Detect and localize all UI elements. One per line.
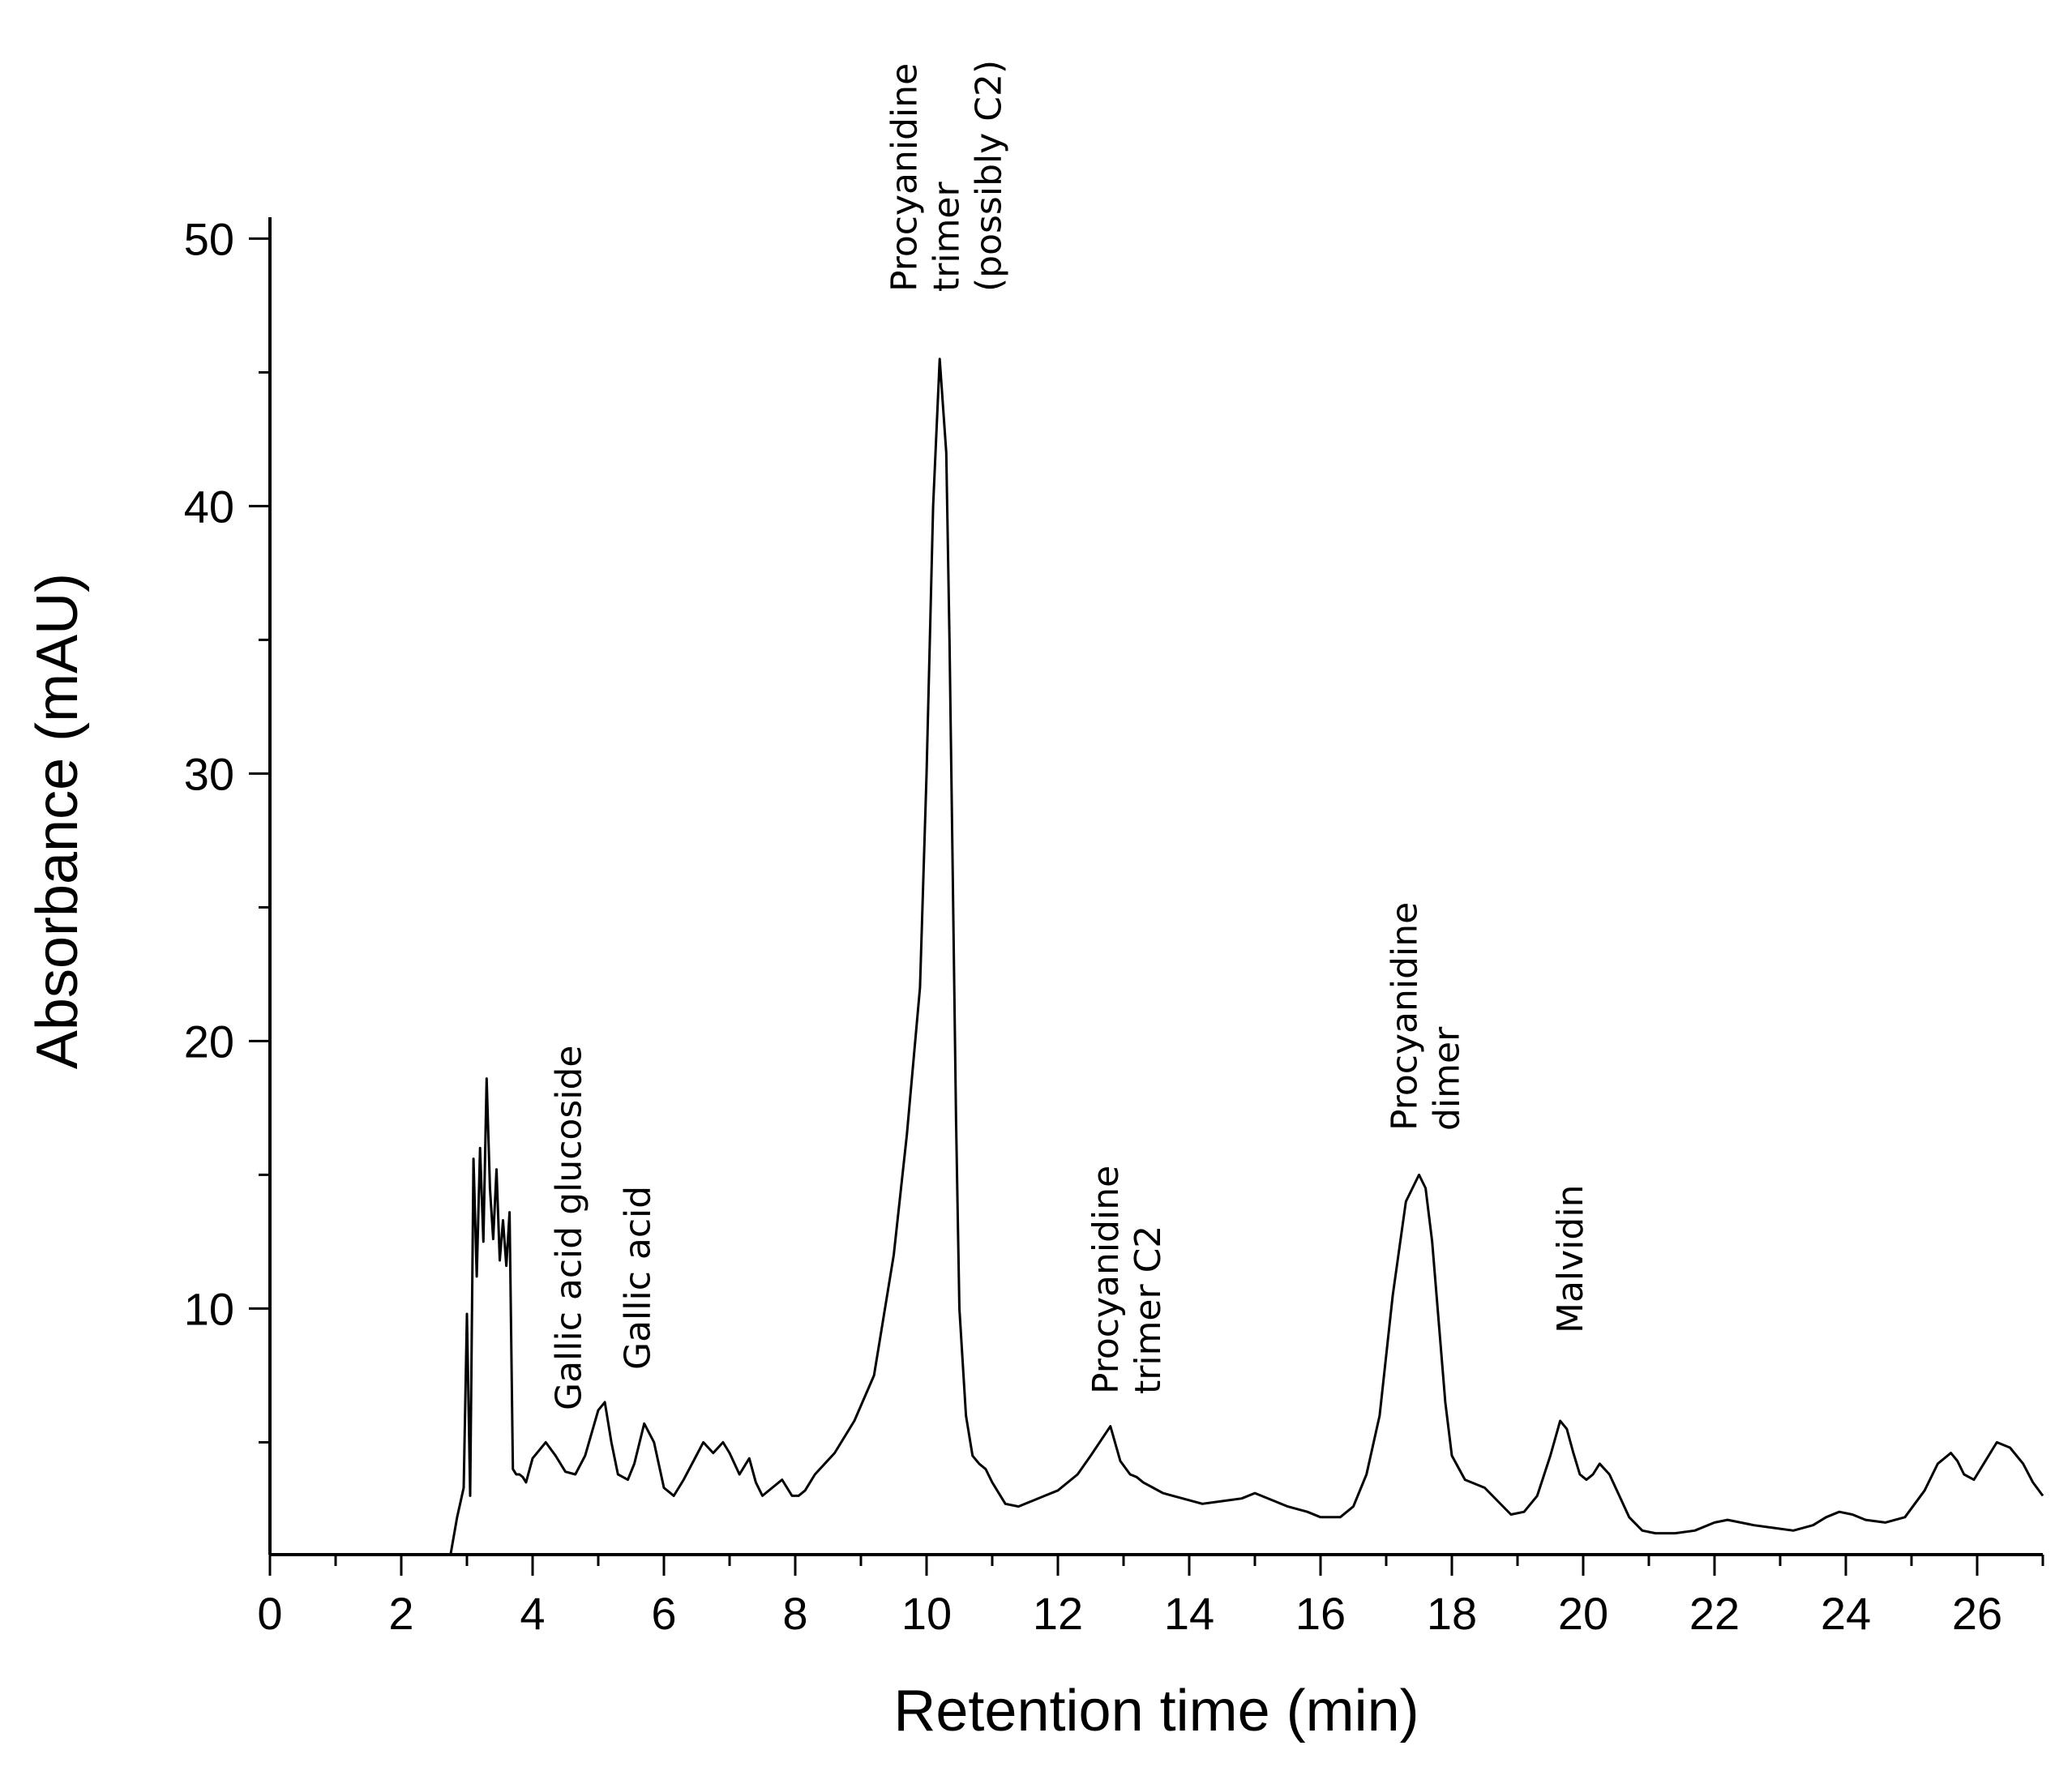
x-tick-label: 20 <box>1558 1588 1608 1639</box>
annotation-malvidin: Malvidin <box>1550 1185 1591 1333</box>
x-tick-label: 22 <box>1689 1588 1740 1639</box>
annotation-line: Malvidin <box>1550 1185 1591 1333</box>
series-line-chromatogram <box>449 357 2044 1555</box>
y-tick-label: 20 <box>184 1016 234 1067</box>
annotation-line: trimer <box>926 182 967 292</box>
annotation-procyanidine-dimer: Procyanidine dimer <box>1385 902 1468 1131</box>
x-tick-label: 6 <box>651 1588 676 1639</box>
x-tick-label: 4 <box>520 1588 545 1639</box>
y-axis-title: Absorbance (mAU) <box>25 573 90 1069</box>
y-tick-label: 30 <box>184 748 234 799</box>
x-axis-title: Retention time (min) <box>893 1679 1419 1743</box>
x-tick-label: 16 <box>1295 1588 1346 1639</box>
x-tick-label: 12 <box>1033 1588 1083 1639</box>
annotation-gallic-acid: Gallic acid <box>618 1186 659 1370</box>
annotation-line: dimer <box>1427 1026 1468 1131</box>
annotation-line: Procyanidine <box>1385 902 1426 1131</box>
axes <box>268 217 2043 1556</box>
annotation-line: Gallic acid <box>618 1186 659 1370</box>
annotation-line: Gallic acid glucoside <box>549 1045 590 1410</box>
series-layer <box>449 357 2044 1555</box>
annotation-procyanidine-trimer-c2: Procyanidine trimer C2 <box>1085 1166 1169 1394</box>
x-tick-label: 26 <box>1952 1588 2002 1639</box>
x-tick-label: 8 <box>782 1588 807 1639</box>
peak-annotations: Gallic acid glucoside Gallic acid Procyani… <box>549 60 1591 1410</box>
x-tick-label: 0 <box>257 1588 282 1639</box>
x-axis-ticks: 0 2 4 6 8 10 12 14 16 18 20 22 24 26 <box>257 1555 2044 1639</box>
y-tick-label: 40 <box>184 481 234 532</box>
y-tick-label: 10 <box>184 1283 234 1334</box>
x-tick-label: 10 <box>901 1588 952 1639</box>
y-axis-ticks: 10 20 30 40 50 <box>184 213 270 1444</box>
x-tick-label: 2 <box>388 1588 413 1639</box>
annotation-gallic-acid-glucoside: Gallic acid glucoside <box>549 1045 590 1410</box>
annotation-line: Procyanidine <box>884 63 925 292</box>
annotation-line: (possibly C2) <box>968 60 1009 292</box>
x-tick-label: 24 <box>1821 1588 1871 1639</box>
x-tick-label: 14 <box>1164 1588 1214 1639</box>
annotation-line: trimer C2 <box>1128 1226 1169 1394</box>
x-tick-label: 18 <box>1427 1588 1477 1639</box>
annotation-procyanidine-trimer-possibly-c2: Procyanidine trimer (possibly C2) <box>884 60 1009 292</box>
y-tick-label: 50 <box>184 213 234 264</box>
annotation-line: Procyanidine <box>1085 1166 1127 1394</box>
